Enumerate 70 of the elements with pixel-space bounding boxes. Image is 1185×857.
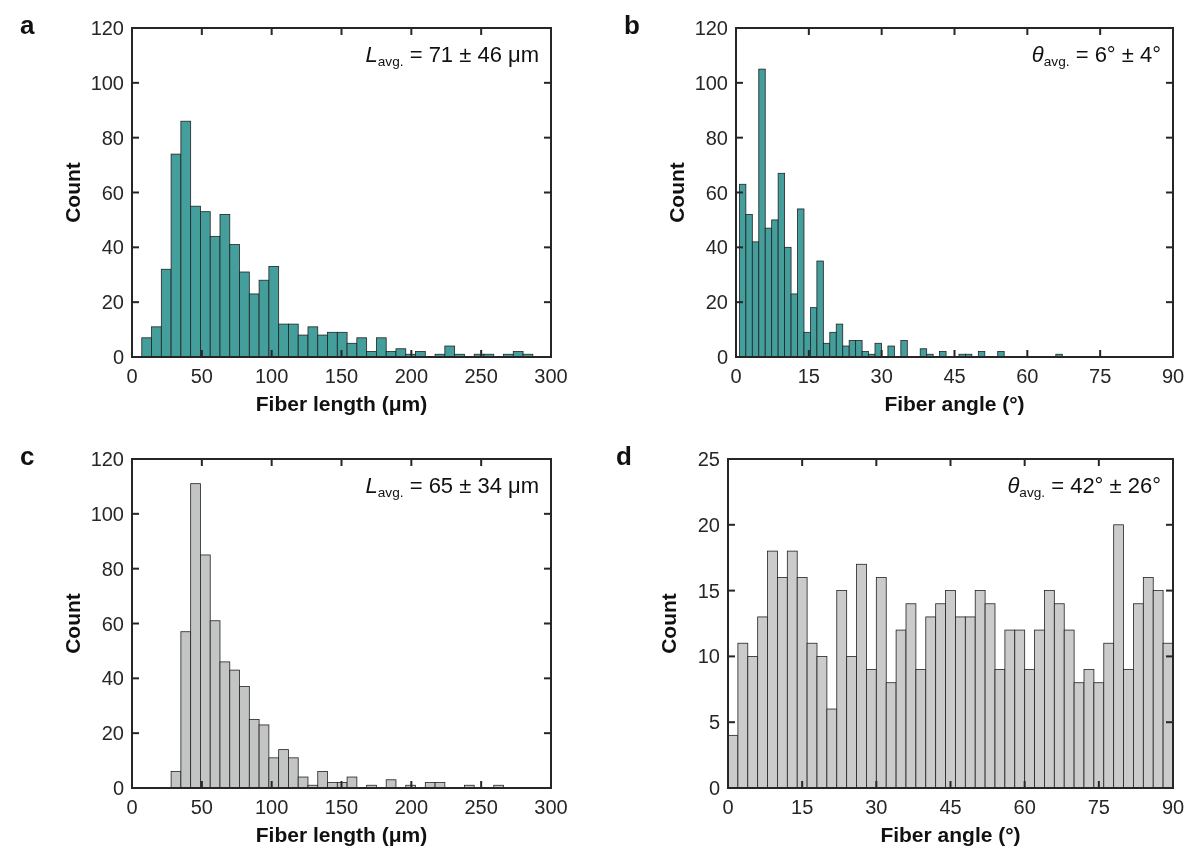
x-tick-label: 200 (394, 796, 429, 818)
x-axis-title: Fiber length (μm) (255, 823, 428, 846)
x-axis-title: Fiber angle (°) (880, 823, 1021, 846)
x-tick-label: 90 (1161, 796, 1185, 818)
y-axis-title: Count (665, 162, 688, 223)
y-tick-label: 60 (101, 181, 124, 204)
x-tick-label: 75 (1087, 796, 1110, 818)
annotation: θ$_{avg.}$ = 42° ± 26° (1007, 473, 1161, 500)
y-tick-label: 100 (694, 71, 728, 94)
y-axis-title: Count (657, 593, 680, 654)
y-tick-label: 0 (112, 346, 124, 368)
x-tick-label: 0 (126, 796, 138, 818)
y-tick-label: 5 (708, 711, 720, 734)
x-axis-title: Fiber length (μm) (255, 392, 428, 415)
y-tick-label: 80 (705, 126, 728, 149)
y-tick-label: 20 (101, 291, 124, 314)
y-axis-title: Count (61, 162, 84, 223)
x-tick-label: 250 (464, 796, 498, 818)
y-tick-label: 100 (90, 71, 124, 94)
y-tick-label: 40 (101, 667, 124, 690)
chart-title: a (20, 10, 35, 40)
y-tick-label: 40 (705, 236, 728, 259)
y-tick-label: 0 (708, 777, 720, 799)
y-axis-title: Count (61, 593, 84, 654)
x-tick-label: 15 (791, 796, 814, 818)
y-tick-label: 120 (90, 448, 124, 470)
x-tick-label: 100 (254, 365, 289, 387)
y-tick-label: 0 (112, 777, 124, 799)
x-tick-label: 45 (939, 796, 962, 818)
x-tick-label: 150 (324, 365, 359, 387)
x-tick-label: 60 (1016, 365, 1039, 387)
y-tick-label: 0 (716, 346, 728, 368)
x-tick-label: 50 (190, 796, 213, 818)
y-tick-label: 100 (90, 502, 124, 525)
y-tick-label: 20 (705, 291, 728, 314)
y-tick-label: 40 (101, 236, 124, 259)
y-tick-label: 10 (697, 645, 720, 668)
y-tick-label: 120 (694, 17, 728, 39)
x-tick-label: 45 (943, 365, 966, 387)
annotation: L$_{avg.}$ = 71 ± 46 μm (365, 42, 539, 69)
x-tick-label: 50 (190, 365, 213, 387)
x-tick-label: 300 (534, 365, 568, 387)
x-tick-label: 30 (865, 796, 888, 818)
y-tick-label: 80 (101, 557, 124, 580)
y-tick-label: 120 (90, 17, 124, 39)
y-tick-label: 20 (101, 722, 124, 745)
chart-title: b (624, 10, 640, 40)
x-tick-label: 150 (324, 796, 359, 818)
x-tick-label: 60 (1013, 796, 1036, 818)
x-tick-label: 300 (534, 796, 568, 818)
annotation: θ$_{avg.}$ = 6° ± 4° (1031, 42, 1161, 69)
chart-title: c (20, 441, 35, 471)
x-tick-label: 30 (870, 365, 893, 387)
y-tick-label: 25 (697, 448, 720, 470)
y-tick-label: 60 (101, 612, 124, 635)
x-tick-label: 250 (464, 365, 498, 387)
chart-title: d (616, 441, 632, 471)
y-tick-label: 60 (705, 181, 728, 204)
x-tick-label: 0 (730, 365, 742, 387)
x-tick-label: 15 (797, 365, 820, 387)
x-tick-label: 200 (394, 365, 429, 387)
y-tick-label: 80 (101, 126, 124, 149)
x-tick-label: 100 (254, 796, 289, 818)
x-axis-title: Fiber angle (°) (884, 392, 1025, 415)
x-tick-label: 75 (1089, 365, 1112, 387)
x-tick-label: 0 (126, 365, 138, 387)
y-tick-label: 15 (697, 579, 720, 602)
annotation: L$_{avg.}$ = 65 ± 34 μm (365, 473, 539, 500)
y-tick-label: 20 (697, 513, 720, 536)
x-tick-label: 90 (1161, 365, 1185, 387)
